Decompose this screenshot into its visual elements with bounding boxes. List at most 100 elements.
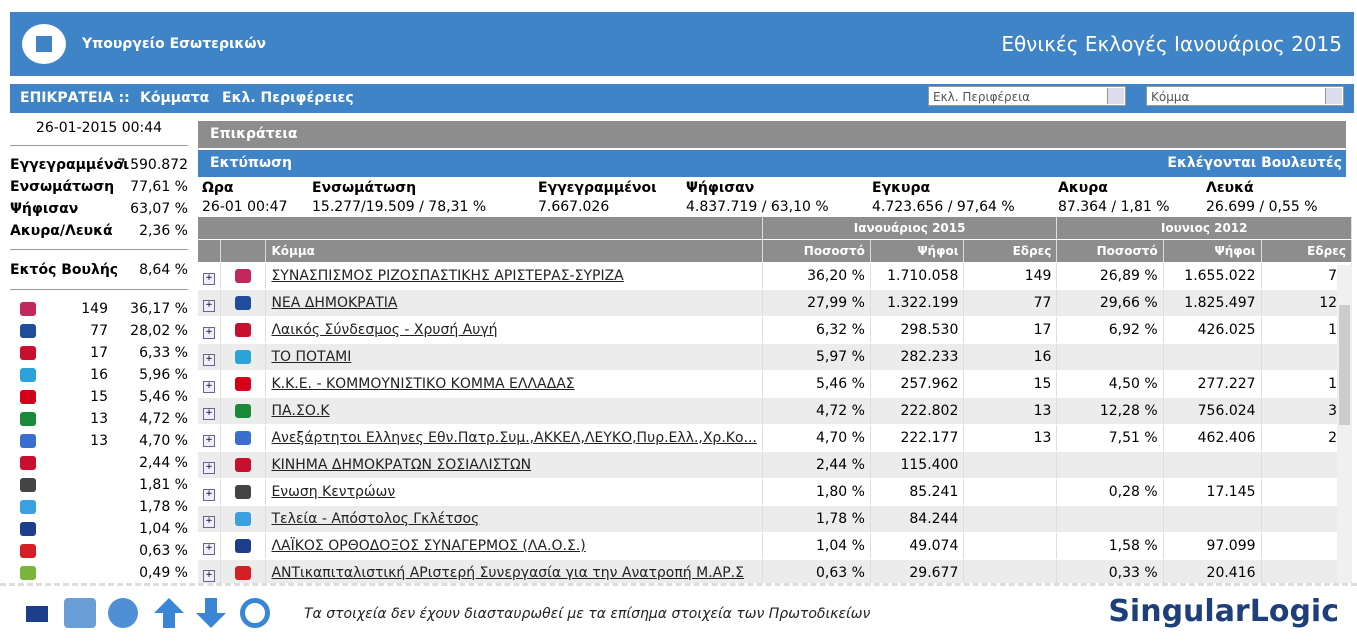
party-logo <box>235 539 252 553</box>
party-row: + Ενωση Κεντρώων 1,80 % 85.241 0,28 % 17.145 <box>198 478 1352 506</box>
nav-link[interactable]: Εκλ. Περιφέρειες <box>222 90 354 106</box>
cell: 15 <box>963 370 1058 398</box>
cell-value: 49.074 <box>909 538 959 554</box>
cell-value: 0,28 % <box>1108 484 1158 500</box>
group-header: Ιουνιος 2012 <box>1056 217 1352 240</box>
stat-row: Ενσωμάτωση 77,61 % <box>10 176 188 198</box>
stat-value: 2,36 % <box>139 223 188 239</box>
party-link[interactable]: Τελεία - Απόστολος Γκλέτσος <box>271 511 480 527</box>
expand-button[interactable]: + <box>203 299 215 312</box>
stat-label: Ενσωμάτωση <box>10 179 115 195</box>
expand-button[interactable]: + <box>203 542 215 555</box>
outside-value: 8,64 % <box>139 262 188 278</box>
cell: 27,99 % <box>762 289 871 317</box>
cell-value: 6,32 % <box>815 322 865 338</box>
cell: ΚΙΝΗΜΑ ΔΗΜΟΚΡΑΤΩΝ ΣΟΣΙΑΛΙΣΤΩΝ <box>265 451 763 479</box>
scrollbar[interactable] <box>1337 265 1352 583</box>
cell: 4,50 % <box>1056 370 1164 398</box>
expand-button[interactable]: + <box>203 380 215 393</box>
party-link[interactable]: Κ.Κ.Ε. - ΚΟΜΜΟΥΝΙΣΤΙΚΟ ΚΟΜΜΑ ΕΛΛΑΔΑΣ <box>271 376 575 392</box>
expand-button[interactable]: + <box>203 488 215 501</box>
logo-cell <box>220 343 267 371</box>
party-seats: 77 <box>90 323 108 339</box>
party-link[interactable]: ΠΑ.ΣΟ.Κ <box>271 403 330 419</box>
party-pct: 4,72 % <box>139 411 188 427</box>
cell-value: 85.241 <box>909 484 959 500</box>
party-row: 13 4,70 % <box>10 430 188 452</box>
section-bar: Επικράτεια <box>198 121 1346 148</box>
print-link[interactable]: Εκτύπωση <box>210 155 293 171</box>
party-logo <box>235 566 252 580</box>
cell-value: 13 <box>1033 403 1052 419</box>
cell: 1.825.497 <box>1163 289 1262 317</box>
cell-value: 15 <box>1033 376 1052 392</box>
logo-cell <box>220 478 267 506</box>
expand-cell: + <box>198 289 221 317</box>
cell: 5,46 % <box>762 370 871 398</box>
party-link[interactable]: Ανεξάρτητοι Ελληνες Εθν.Πατρ.Συμ.,ΑΚΚΕΛ,… <box>271 430 757 446</box>
party-logo <box>235 485 252 499</box>
cell-value: 29.677 <box>909 565 959 581</box>
expand-button[interactable]: + <box>203 461 215 474</box>
party-link[interactable]: ΣΥΝΑΣΠΙΣΜΟΣ ΡΙΖΟΣΠΑΣΤΙΚΗΣ ΑΡΙΣΤΕΡΑΣ-ΣΥΡΙ… <box>271 268 624 284</box>
blank <box>198 217 763 240</box>
cell: 1,58 % <box>1056 532 1164 560</box>
expand-button[interactable]: + <box>203 434 215 447</box>
cell-value: 1.322.199 <box>887 295 959 311</box>
party-link[interactable]: ΛΑΪΚΟΣ ΟΡΘΟΔΟΞΟΣ ΣΥΝΑΓΕΡΜΟΣ (ΛΑ.Ο.Σ.) <box>271 538 586 554</box>
cell: ΠΑ.ΣΟ.Κ <box>265 397 763 425</box>
lang-flag[interactable] <box>26 606 48 622</box>
info-icon[interactable] <box>108 598 138 628</box>
dropdown[interactable]: Εκλ. Περιφέρεια <box>928 86 1126 106</box>
cell-value: 149 <box>1024 268 1052 284</box>
cell-value: 1.655.022 <box>1184 268 1256 284</box>
cell: 222.802 <box>870 397 965 425</box>
cell: 1,04 % <box>762 532 871 560</box>
party-link[interactable]: ΝΕΑ ΔΗΜΟΚΡΑΤΙΑ <box>271 295 398 311</box>
expand-button[interactable]: + <box>203 515 215 528</box>
nav-link[interactable]: Κόμματα <box>140 90 210 106</box>
expand-button[interactable]: + <box>203 353 215 366</box>
cell-value: 115.400 <box>900 457 959 473</box>
cell: Τελεία - Απόστολος Γκλέτσος <box>265 505 763 533</box>
party-link[interactable]: ΑΝΤικαπιταλιστική ΑΡιστερή Συνεργασία γι… <box>271 565 744 581</box>
party-row: 0,49 % <box>10 562 188 584</box>
cell <box>1163 343 1262 371</box>
party-link[interactable]: Ενωση Κεντρώων <box>271 484 396 500</box>
party-logo <box>20 566 36 580</box>
cell-value: 277.227 <box>1197 376 1256 392</box>
logo-cell <box>220 262 267 290</box>
cell: Ενωση Κεντρώων <box>265 478 763 506</box>
cell: 0,63 % <box>762 559 871 583</box>
expand-button[interactable]: + <box>203 272 215 285</box>
expand-button[interactable]: + <box>203 407 215 420</box>
party-row: + ΛΑΪΚΟΣ ΟΡΘΟΔΟΞΟΣ ΣΥΝΑΓΕΡΜΟΣ (ΛΑ.Ο.Σ.) 1,… <box>198 532 1352 560</box>
cell: 756.024 <box>1163 397 1262 425</box>
cell-value: 4,70 % <box>815 430 865 446</box>
summary-header: Εγγεγραμμένοι <box>538 180 657 196</box>
expand-cell: + <box>198 343 221 371</box>
logo-cell <box>220 451 267 479</box>
party-logo <box>20 500 36 514</box>
up-icon[interactable] <box>154 598 184 628</box>
refresh-icon[interactable] <box>240 598 270 628</box>
party-link[interactable]: ΚΙΝΗΜΑ ΔΗΜΟΚΡΑΤΩΝ ΣΟΣΙΑΛΙΣΤΩΝ <box>271 457 532 473</box>
dropdown[interactable]: Κόμμα <box>1146 86 1344 106</box>
party-link[interactable]: ΤΟ ΠΟΤΑΜΙ <box>271 349 352 365</box>
logo-cell <box>220 505 267 533</box>
nav-link[interactable]: ΕΠΙΚΡΑΤΕΙΑ :: <box>20 90 130 106</box>
expand-button[interactable]: + <box>203 569 215 582</box>
cell-value: 17 <box>1033 322 1052 338</box>
home-icon[interactable] <box>64 598 96 628</box>
cell: 4,72 % <box>762 397 871 425</box>
cell: 1.322.199 <box>870 289 965 317</box>
party-seats: 16 <box>90 367 108 383</box>
cell: 6,32 % <box>762 316 871 344</box>
stat-label: Ψήφισαν <box>10 201 79 217</box>
party-link[interactable]: Λαικός Σύνδεσμος - Χρυσή Αυγή <box>271 322 498 338</box>
down-icon[interactable] <box>196 598 226 628</box>
cell <box>1261 343 1352 371</box>
expand-button[interactable]: + <box>203 326 215 339</box>
cell-value: 5,46 % <box>815 376 865 392</box>
cell: 12,28 % <box>1056 397 1164 425</box>
